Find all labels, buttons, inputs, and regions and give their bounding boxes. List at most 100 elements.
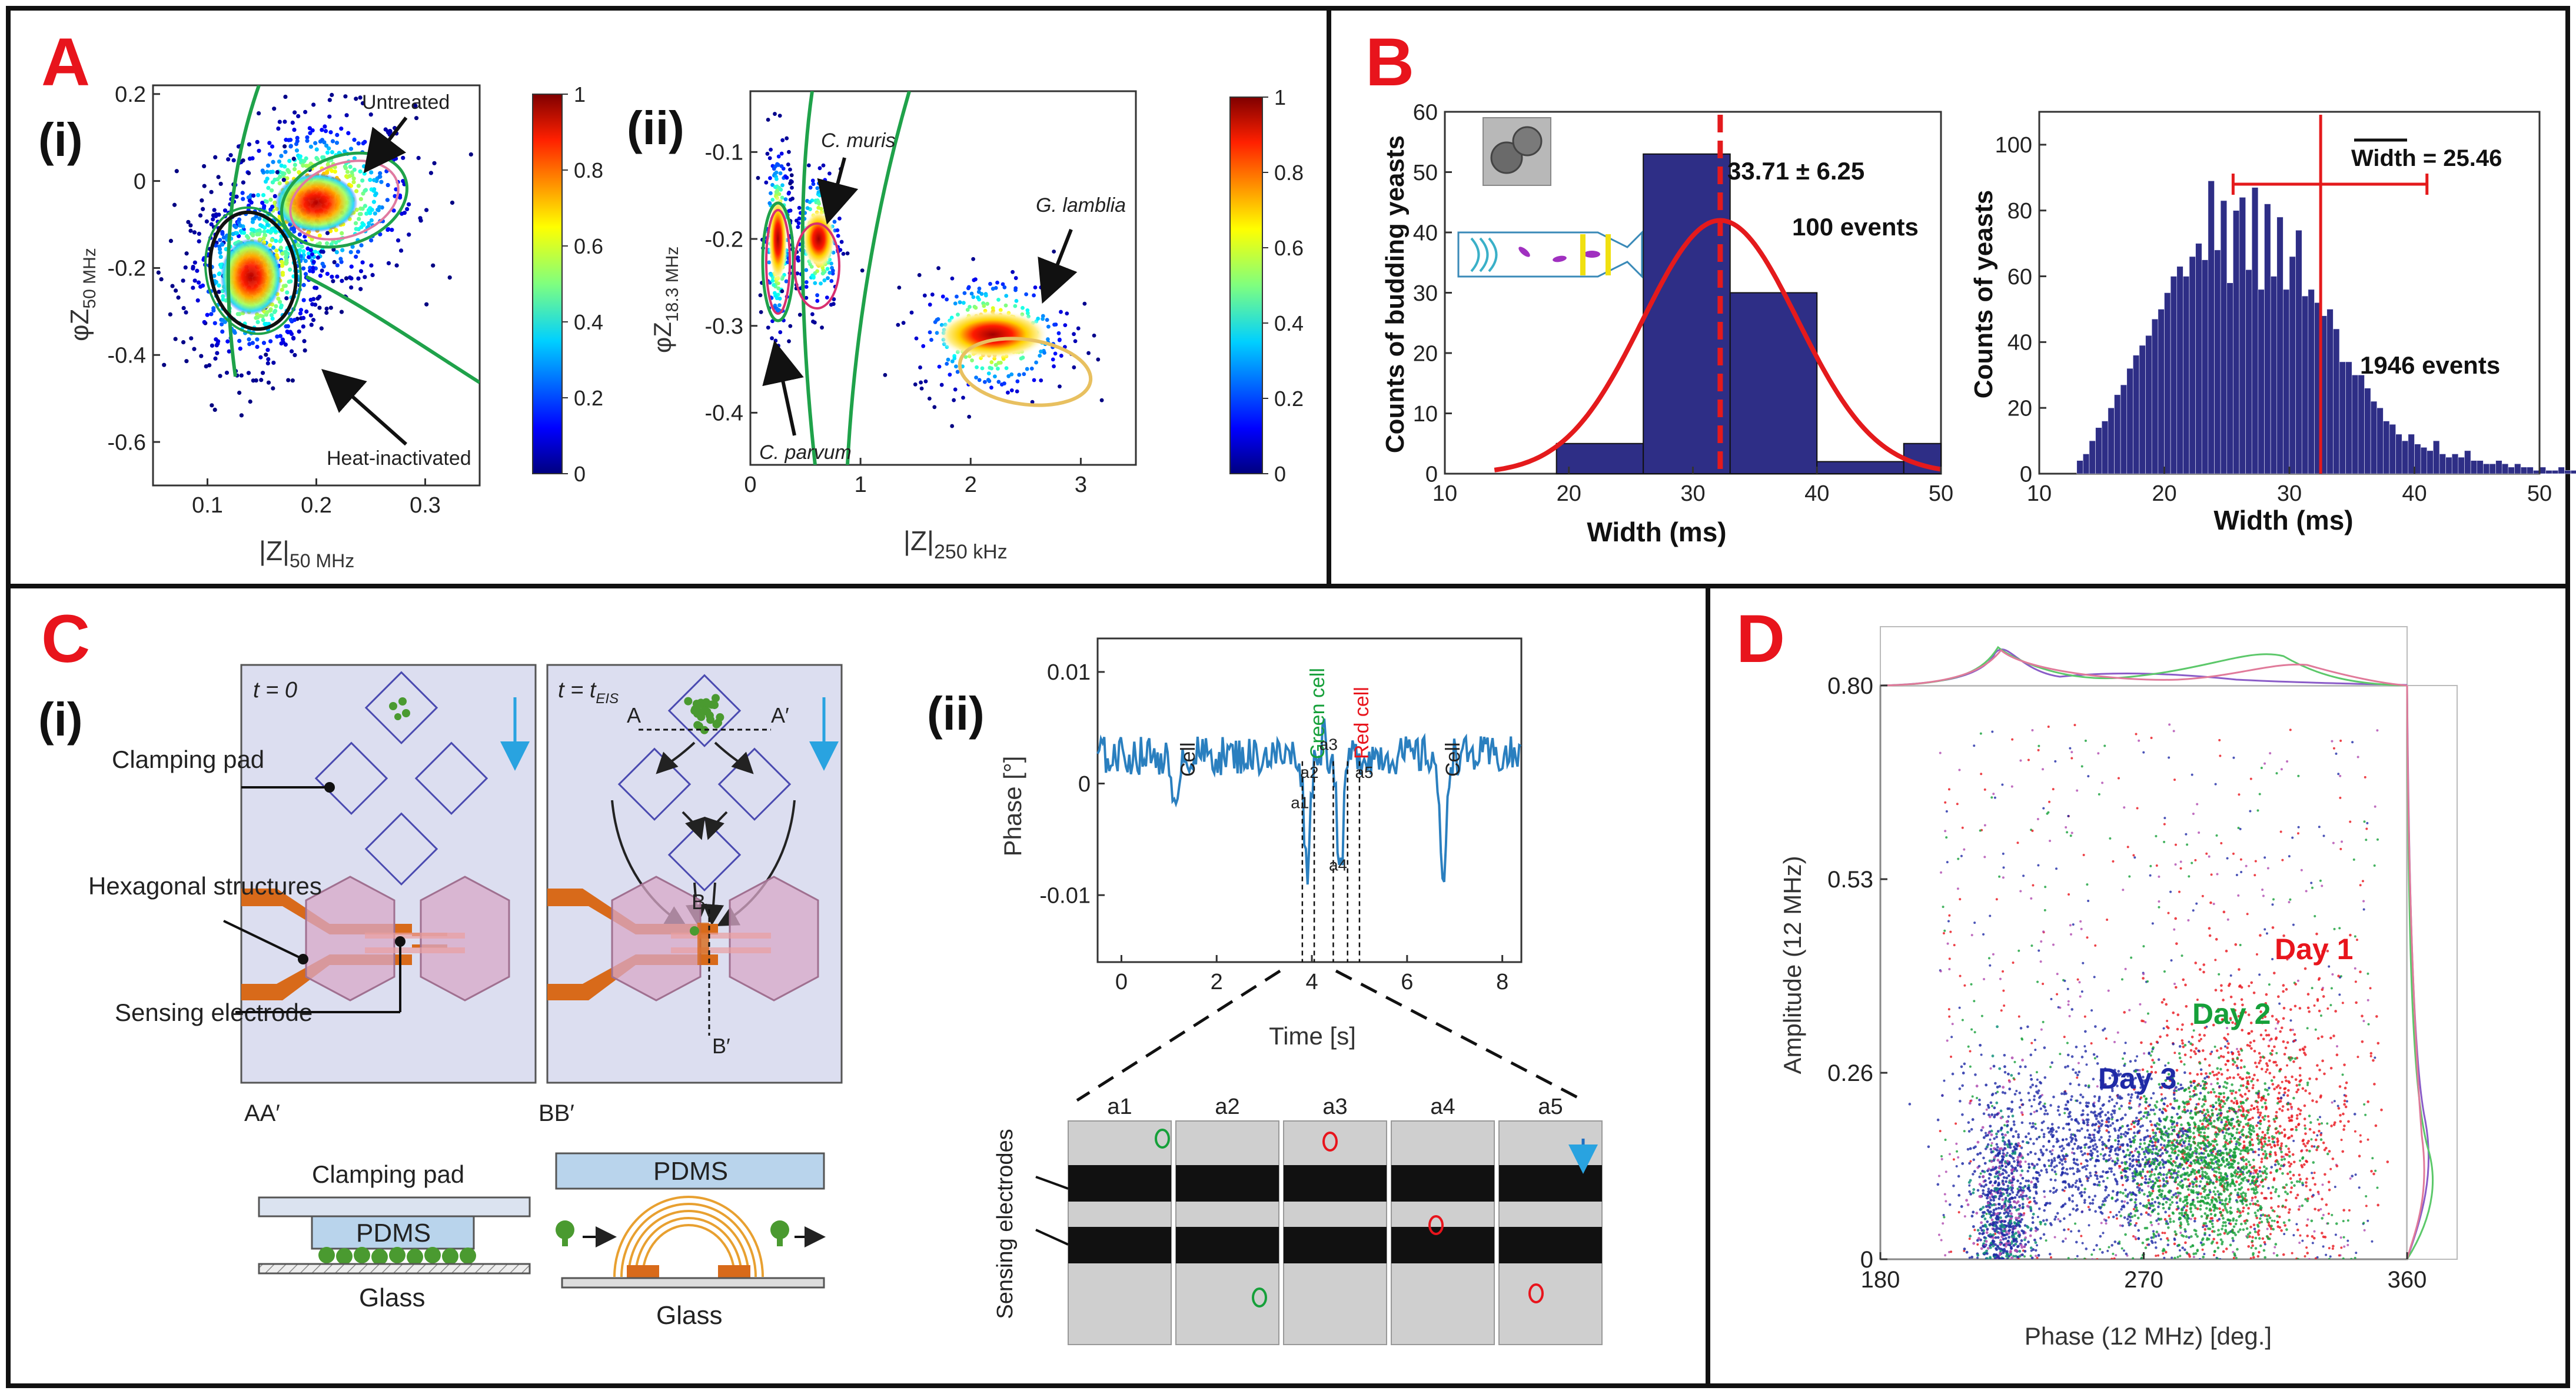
scatter-point	[2219, 1114, 2222, 1117]
scatter-point	[1992, 793, 1995, 796]
scatter-point	[2270, 1206, 2273, 1209]
scatter-point	[1987, 957, 1990, 960]
scatter-point	[2298, 1074, 2302, 1077]
scatter-point	[777, 114, 782, 118]
scatter-point	[1968, 1237, 1971, 1240]
scatter-point	[2386, 1160, 2389, 1163]
c-i-cross-glass2-label: Glass	[656, 1301, 722, 1330]
scatter-point	[1979, 829, 1982, 832]
histogram-bar	[2189, 256, 2196, 474]
scatter-point	[1976, 1229, 1980, 1232]
x-tick-label: 0.2	[301, 493, 332, 518]
scatter-point	[2276, 1220, 2279, 1224]
scatter-point	[2282, 934, 2285, 937]
scatter-point	[344, 174, 349, 179]
scatter-point	[2070, 831, 2073, 834]
scatter-point	[804, 268, 809, 272]
scatter-point	[1955, 1165, 1958, 1168]
scatter-point	[273, 229, 278, 234]
scatter-point	[2219, 1047, 2223, 1050]
scatter-point	[2185, 1004, 2188, 1008]
scatter-point	[334, 250, 339, 255]
scatter-point	[1986, 1257, 1989, 1259]
scatter-point	[2222, 1055, 2225, 1059]
scatter-point	[2259, 1033, 2263, 1037]
scatter-point	[841, 251, 846, 256]
scatter-point	[222, 208, 228, 213]
scatter-point	[188, 228, 193, 233]
scatter-point	[1961, 1019, 1964, 1022]
scatter-point	[2163, 817, 2166, 820]
scatter-point	[2070, 1230, 2073, 1233]
scatter-point	[1983, 1223, 1987, 1227]
scatter-point	[2181, 1028, 2183, 1031]
y-tick-label: 80	[2007, 199, 2032, 224]
scatter-point	[1030, 400, 1035, 404]
scatter-point	[1997, 1206, 2000, 1210]
scatter-point	[224, 370, 230, 375]
scatter-point	[334, 141, 340, 145]
scatter-point	[2295, 1126, 2298, 1129]
scatter-point	[2029, 1234, 2032, 1237]
scatter-point	[2260, 1099, 2263, 1102]
scatter-point	[2358, 1186, 2361, 1189]
scatter-point	[775, 177, 779, 181]
scatter-point	[2253, 1107, 2256, 1110]
scatter-point	[2175, 1124, 2179, 1127]
scatter-point	[258, 355, 263, 360]
scatter-point	[952, 356, 957, 361]
peak-label: a1	[1291, 793, 1309, 811]
scatter-point	[2291, 1029, 2294, 1032]
scatter-point	[2221, 1018, 2225, 1022]
scatter-point	[2183, 1145, 2186, 1147]
scatter-point	[241, 231, 247, 235]
x-tick-label: 20	[1557, 481, 1581, 506]
scatter-point	[2316, 1064, 2319, 1067]
scatter-point	[1980, 1053, 1983, 1056]
scatter-point	[1993, 1156, 1996, 1159]
scatter-point	[1991, 1184, 1994, 1187]
scatter-point	[2261, 1022, 2264, 1024]
c-ii-phase-trace	[1096, 718, 1522, 885]
scatter-point	[2181, 1039, 2184, 1042]
scatter-point	[1970, 1255, 1974, 1259]
scatter-point	[2253, 1073, 2256, 1077]
scatter-point	[2339, 847, 2342, 850]
histogram-bar	[2420, 447, 2428, 474]
scatter-point	[1989, 914, 1992, 917]
scatter-point	[983, 293, 988, 298]
scatter-point	[333, 169, 337, 174]
scatter-point	[2315, 1148, 2318, 1152]
scatter-point	[1041, 317, 1045, 321]
scatter-point	[2279, 1124, 2282, 1128]
scatter-point	[2210, 1083, 2213, 1086]
scatter-point	[2068, 893, 2070, 896]
scatter-point	[796, 221, 801, 225]
scatter-point	[2259, 1056, 2262, 1059]
scatter-point	[1021, 355, 1025, 360]
scatter-point	[2311, 1099, 2314, 1102]
scatter-point	[2015, 1216, 2017, 1220]
scatter-point	[2183, 1108, 2186, 1112]
scatter-point	[773, 185, 777, 189]
scatter-point	[825, 295, 829, 300]
electrode-band-top	[1499, 1165, 1602, 1202]
scatter-point	[2027, 1166, 2031, 1169]
scatter-point	[358, 197, 363, 201]
scatter-point	[328, 305, 333, 310]
scatter-point	[2005, 1210, 2008, 1214]
scatter-point	[2165, 1003, 2168, 1006]
scatter-point	[1995, 1092, 1997, 1094]
scatter-point	[2245, 1076, 2248, 1079]
scatter-point	[269, 312, 274, 318]
scatter-point	[2267, 1033, 2271, 1037]
scatter-point	[2010, 1100, 2014, 1104]
scatter-point	[468, 152, 473, 157]
scatter-point	[1939, 1130, 1942, 1133]
b-left-events-annotation: 100 events	[1792, 213, 1919, 241]
scatter-point	[786, 162, 790, 167]
scatter-point	[2186, 843, 2189, 846]
scatter-point	[1959, 974, 1962, 977]
scatter-point	[2289, 1008, 2292, 1011]
scatter-point	[2289, 1177, 2292, 1180]
